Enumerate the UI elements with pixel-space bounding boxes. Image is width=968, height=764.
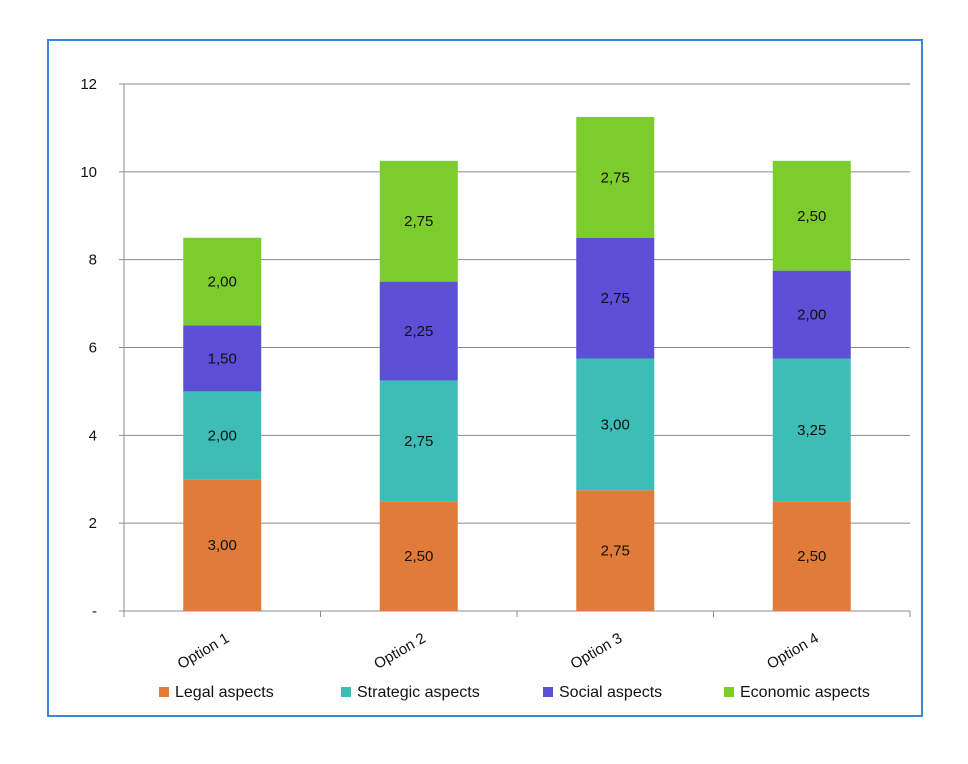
data-label: 3,00 <box>208 537 237 554</box>
bar-segment <box>576 116 655 238</box>
data-label: 2,75 <box>601 169 630 186</box>
bar-segment <box>576 490 655 611</box>
bar-segment <box>183 391 262 480</box>
data-label: 2,75 <box>404 433 433 450</box>
y-tick-label: - <box>92 603 97 620</box>
data-label: 2,50 <box>797 548 826 565</box>
bar-segment <box>772 501 851 611</box>
bar-segment <box>379 160 458 282</box>
y-tick-label: 6 <box>89 340 97 357</box>
legend-label: Strategic aspects <box>357 684 480 701</box>
data-label: 3,25 <box>797 422 826 439</box>
data-label: 2,00 <box>797 307 826 324</box>
bar-segment <box>772 358 851 502</box>
y-tick-label: 12 <box>80 76 97 93</box>
legend-swatch <box>724 687 734 697</box>
legend-label: Legal aspects <box>175 684 274 701</box>
data-label: 2,25 <box>404 323 433 340</box>
y-axis: - 2 4 6 8 10 12 <box>80 76 125 620</box>
bar-segment <box>576 237 655 359</box>
data-label: 2,75 <box>601 290 630 307</box>
bar-segment <box>576 358 655 491</box>
y-tick-label: 4 <box>89 427 97 444</box>
x-category-label: Option 2 <box>371 630 429 673</box>
y-tick-label: 2 <box>89 515 97 532</box>
data-label: 1,50 <box>208 350 237 367</box>
bar-segment <box>183 237 262 326</box>
x-axis: Option 1 Option 2 Option 3 Option 4 <box>123 611 911 673</box>
legend-label: Economic aspects <box>740 684 870 701</box>
y-tick-label: 10 <box>80 164 97 181</box>
data-label: 3,00 <box>601 416 630 433</box>
bar-segment <box>183 325 262 392</box>
bar-segment <box>379 380 458 502</box>
y-tick-label: 8 <box>89 252 97 269</box>
bar-segment <box>772 160 851 271</box>
x-category-label: Option 1 <box>175 630 233 673</box>
data-label: 2,50 <box>404 548 433 565</box>
chart-frame: - 2 4 6 8 10 12 3,00 2,00 1,50 2,00 2,50 2,75 2,25 2,… <box>47 39 923 717</box>
x-category-label: Option 4 <box>764 630 822 673</box>
data-label: 2,00 <box>208 274 237 291</box>
data-label: 2,75 <box>404 213 433 230</box>
bar-segment <box>183 479 262 611</box>
data-label: 2,50 <box>797 208 826 225</box>
legend-label: Social aspects <box>559 684 662 701</box>
bar-segment <box>379 501 458 611</box>
legend: Legal aspects Strategic aspects Social asp… <box>159 684 870 701</box>
legend-swatch <box>159 687 169 697</box>
bars: 3,00 2,00 1,50 2,00 2,50 2,75 2,25 2,75 2,75 3,00… <box>183 116 851 611</box>
legend-swatch <box>341 687 351 697</box>
data-label: 2,75 <box>601 543 630 560</box>
x-category-label: Option 3 <box>568 630 626 673</box>
stacked-bar-chart: - 2 4 6 8 10 12 3,00 2,00 1,50 2,00 2,50 2,75 2,25 2,… <box>80 76 911 701</box>
bar-segment <box>772 270 851 359</box>
legend-swatch <box>543 687 553 697</box>
data-label: 2,00 <box>208 427 237 444</box>
bar-segment <box>379 281 458 381</box>
